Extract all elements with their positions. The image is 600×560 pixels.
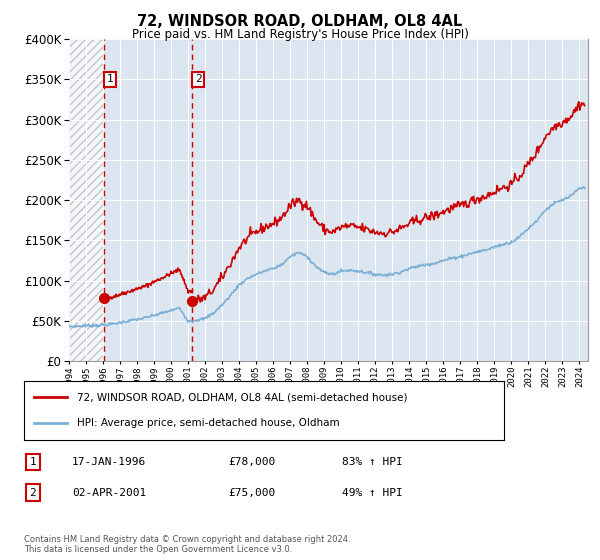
Text: Price paid vs. HM Land Registry's House Price Index (HPI): Price paid vs. HM Land Registry's House … [131,28,469,41]
Bar [104,39,193,361]
Text: Contains HM Land Registry data © Crown copyright and database right 2024.
This d: Contains HM Land Registry data © Crown c… [24,535,350,554]
Text: £78,000: £78,000 [228,457,275,467]
Text: 2: 2 [29,488,37,498]
Text: 1: 1 [29,457,37,467]
Text: 72, WINDSOR ROAD, OLDHAM, OL8 4AL: 72, WINDSOR ROAD, OLDHAM, OL8 4AL [137,14,463,29]
Text: 49% ↑ HPI: 49% ↑ HPI [342,488,403,498]
Text: 2: 2 [195,74,202,85]
Text: 1: 1 [106,74,113,85]
Text: 72, WINDSOR ROAD, OLDHAM, OL8 4AL (semi-detached house): 72, WINDSOR ROAD, OLDHAM, OL8 4AL (semi-… [77,392,407,402]
Text: 83% ↑ HPI: 83% ↑ HPI [342,457,403,467]
Text: 17-JAN-1996: 17-JAN-1996 [72,457,146,467]
Text: £75,000: £75,000 [228,488,275,498]
Text: HPI: Average price, semi-detached house, Oldham: HPI: Average price, semi-detached house,… [77,418,340,428]
Bar [69,39,104,361]
Text: 02-APR-2001: 02-APR-2001 [72,488,146,498]
